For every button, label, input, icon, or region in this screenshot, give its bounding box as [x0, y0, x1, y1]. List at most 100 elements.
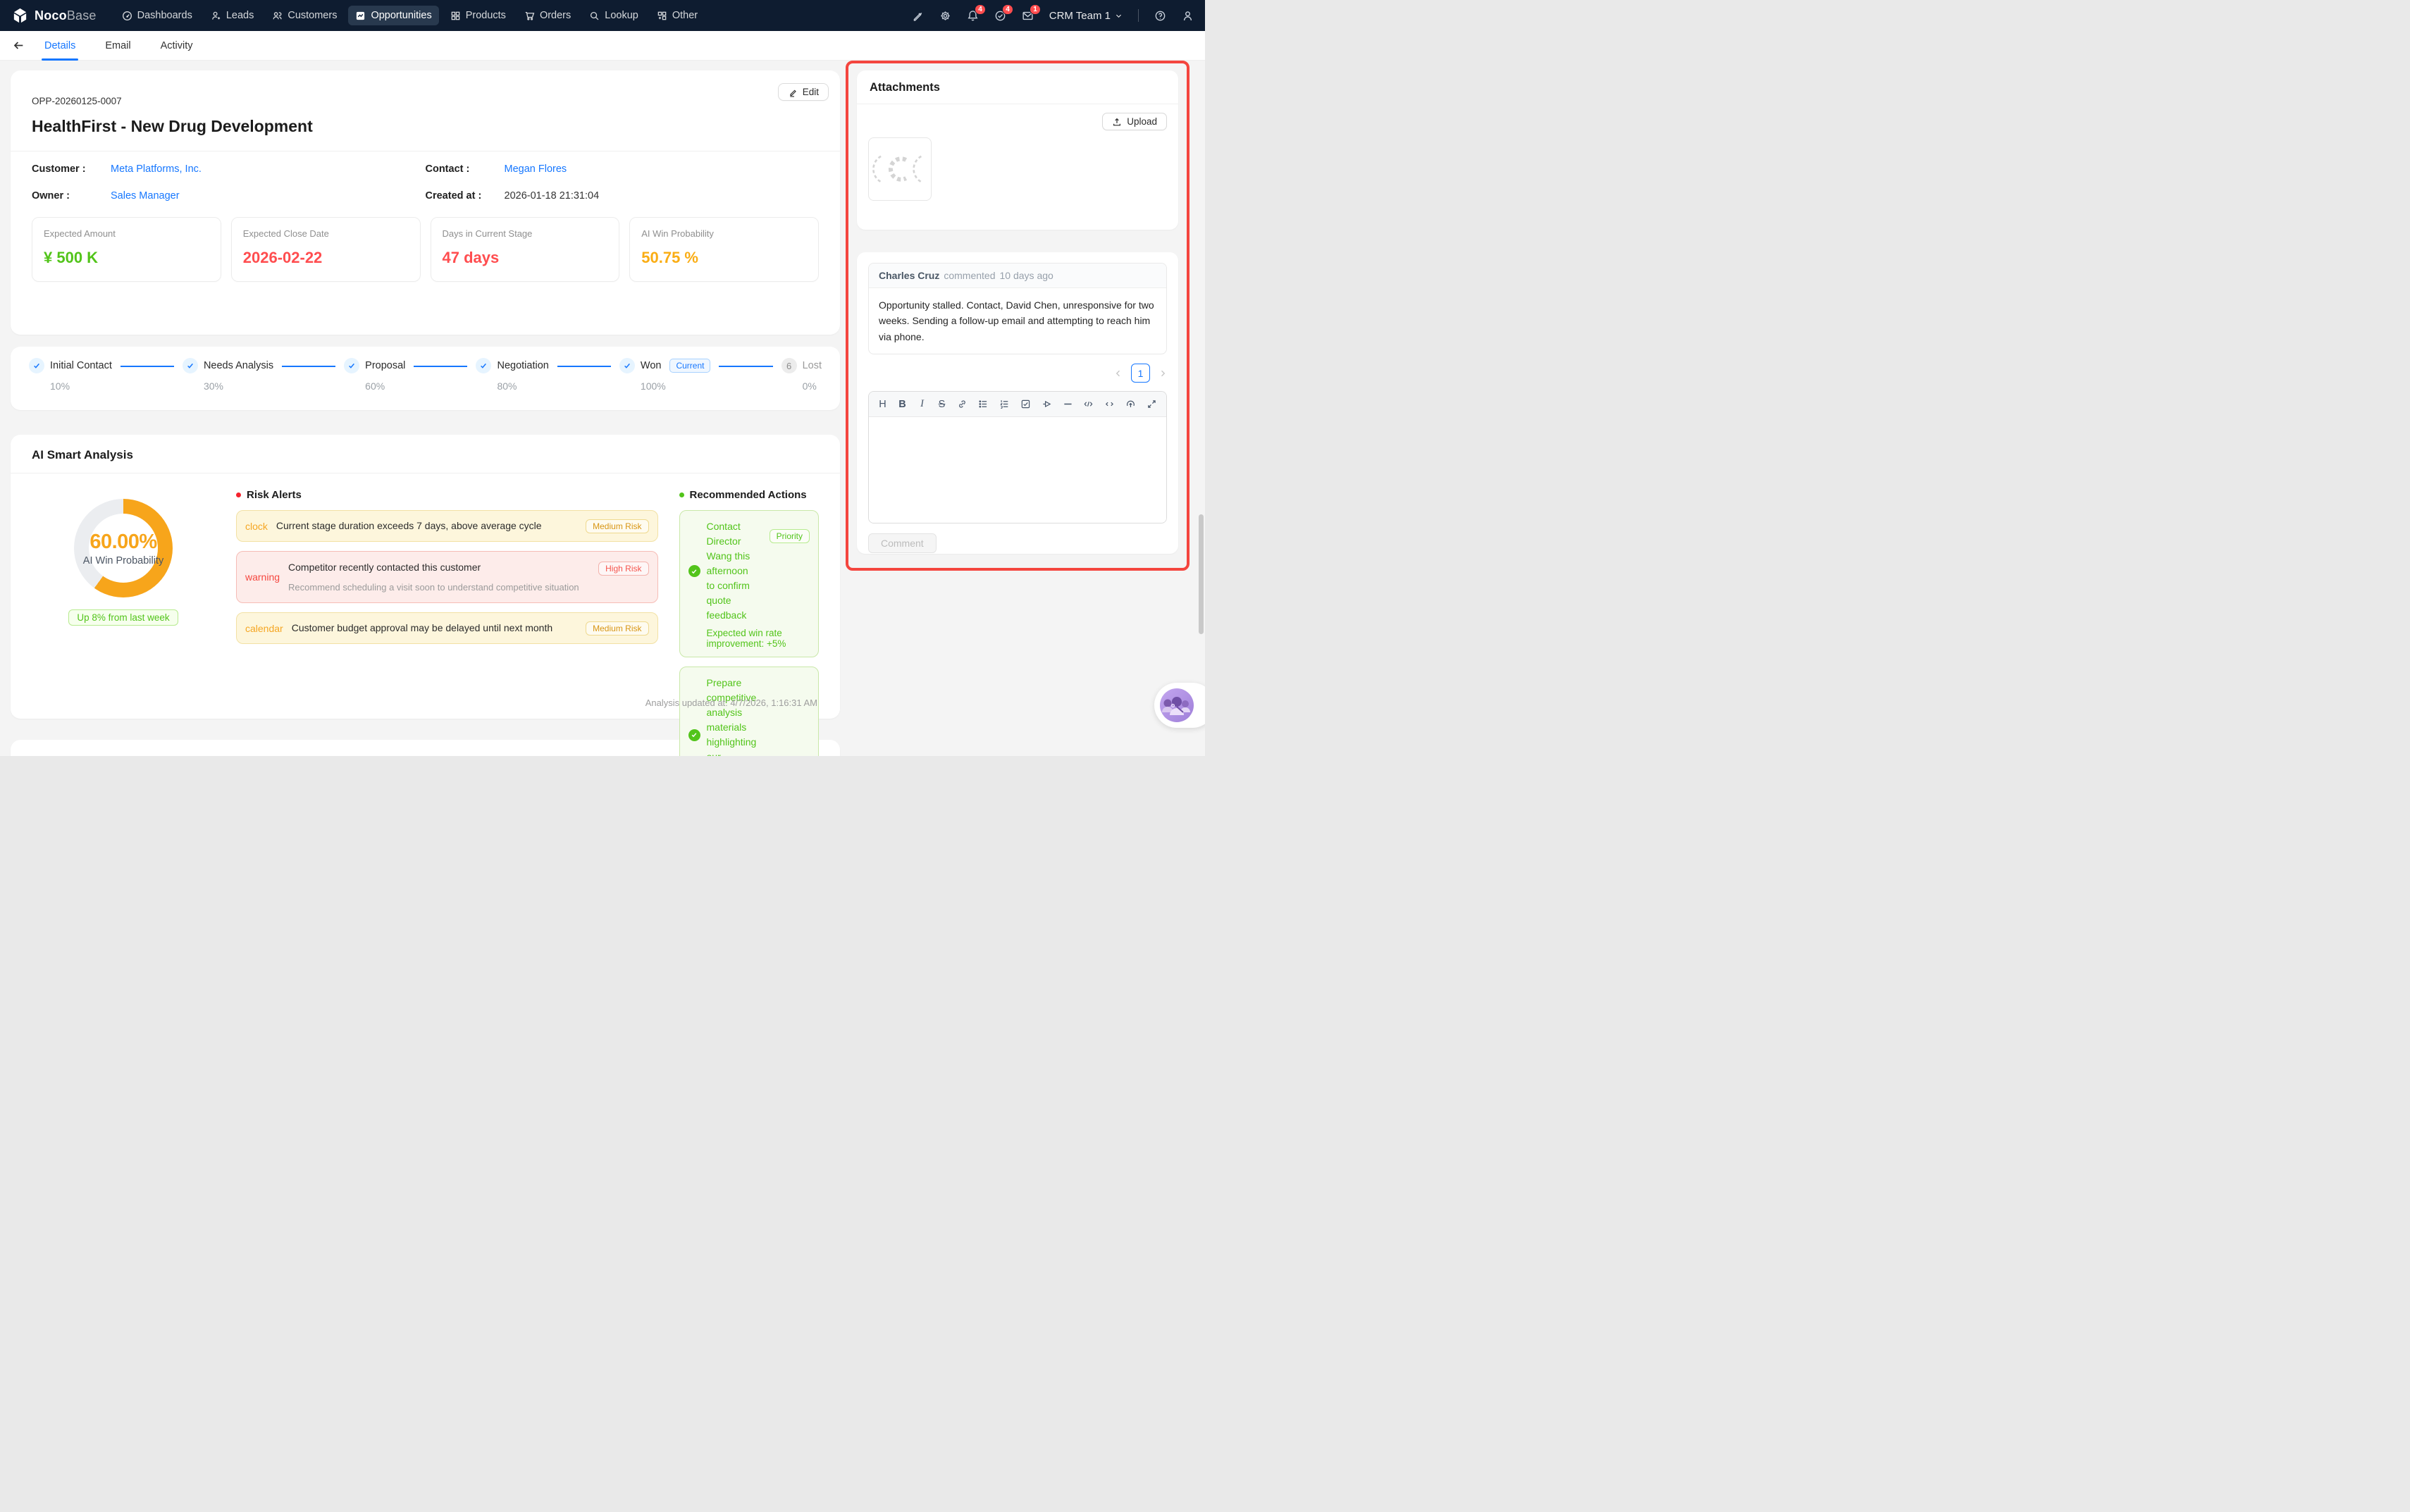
stage-label: Negotiation	[497, 360, 548, 371]
mail-badge: 1	[1030, 4, 1041, 15]
menu-item-orders[interactable]: Orders	[517, 6, 578, 25]
heading-icon[interactable]: H	[878, 399, 887, 410]
menu-item-opportunities[interactable]: Opportunities	[348, 6, 438, 25]
stat-label: Expected Amount	[44, 228, 209, 239]
attachments-heading: Attachments	[857, 70, 1178, 104]
inline-code-icon[interactable]	[1104, 399, 1115, 409]
risk-title: Customer budget approval may be delayed …	[292, 621, 580, 636]
italic-icon[interactable]: I	[917, 398, 927, 410]
tab-label: Email	[105, 40, 130, 51]
strikethrough-icon[interactable]: S	[937, 399, 946, 410]
clock-icon: clock	[245, 521, 268, 532]
menu-label: Leads	[226, 10, 254, 21]
tab-details[interactable]: Details	[42, 31, 78, 61]
comment-input[interactable]	[869, 417, 1166, 523]
nocobase-logo[interactable]: NocoBase	[11, 7, 97, 25]
upload-circle-icon[interactable]	[1125, 399, 1136, 409]
stage-stepper: Initial Contact 10% Needs Analysis 30%	[29, 358, 822, 392]
top-navbar: NocoBase Dashboards Leads Customers Oppo…	[0, 0, 1205, 31]
stage-label: Won	[641, 360, 662, 371]
assistant-widget[interactable]	[1154, 683, 1205, 728]
numbered-list-icon[interactable]	[999, 399, 1010, 409]
help-icon[interactable]	[1154, 10, 1166, 22]
bell-badge: 4	[975, 4, 986, 15]
stage-lost[interactable]: 6 Lost 0%	[781, 358, 822, 392]
attachment-preview-image	[872, 142, 927, 197]
stage-percent: 30%	[204, 380, 273, 392]
navbar-right: 4 4 1 CRM Team 1	[912, 9, 1194, 22]
stage-proposal[interactable]: Proposal 60%	[344, 358, 405, 392]
menu-label: Orders	[540, 10, 571, 21]
menu-item-dashboards[interactable]: Dashboards	[115, 6, 199, 25]
mail-icon[interactable]: 1	[1022, 10, 1034, 22]
editor-toolbar: H B I S	[869, 392, 1166, 417]
comment-submit-button[interactable]: Comment	[868, 533, 937, 553]
record-fields: Customer : Meta Platforms, Inc. Contact …	[32, 163, 819, 202]
tab-activity[interactable]: Activity	[158, 31, 196, 61]
field-contact: Contact : Megan Flores	[426, 163, 820, 175]
upload-label: Upload	[1127, 116, 1157, 127]
comment-author: Charles Cruz	[879, 270, 939, 281]
menu-label: Opportunities	[371, 10, 431, 21]
donut-value: 60.00%	[89, 531, 156, 554]
stat-expected-amount: Expected Amount ¥ 500 K	[32, 217, 221, 282]
menu-item-products[interactable]: Products	[443, 6, 513, 25]
task-list-icon[interactable]	[1020, 399, 1031, 409]
menu-item-leads[interactable]: Leads	[204, 6, 261, 25]
risk-description: Recommend scheduling a visit soon to und…	[288, 581, 648, 595]
menu-label: Dashboards	[137, 10, 192, 21]
next-page-icon[interactable]	[1158, 369, 1167, 378]
stat-value: 47 days	[443, 249, 608, 267]
menu-item-lookup[interactable]: Lookup	[582, 6, 645, 25]
code-block-icon[interactable]	[1083, 399, 1094, 409]
send-icon[interactable]	[1042, 399, 1052, 409]
recommended-actions-heading: Recommended Actions	[690, 489, 807, 501]
gear-icon[interactable]	[939, 10, 951, 22]
bold-icon[interactable]: B	[898, 399, 907, 410]
prev-page-icon[interactable]	[1114, 369, 1123, 378]
menu-label: Lookup	[605, 10, 638, 21]
scrollbar-thumb[interactable]	[1199, 514, 1204, 634]
pencil-icon	[788, 87, 798, 97]
back-arrow-icon[interactable]	[13, 39, 25, 51]
action-item: Prepare competitive analysis materials h…	[679, 667, 820, 756]
upload-button[interactable]: Upload	[1102, 113, 1167, 130]
contact-link[interactable]: Megan Flores	[505, 163, 567, 175]
menu-item-other[interactable]: Other	[650, 6, 705, 25]
page-number[interactable]: 1	[1131, 364, 1150, 383]
check-circle-icon	[688, 565, 700, 577]
team-selector[interactable]: CRM Team 1	[1049, 10, 1123, 22]
stage-won[interactable]: Won Current 100%	[619, 358, 711, 392]
link-icon[interactable]	[957, 399, 968, 409]
bullet-list-icon[interactable]	[978, 399, 989, 409]
stage-needs-analysis[interactable]: Needs Analysis 30%	[183, 358, 273, 392]
customer-link[interactable]: Meta Platforms, Inc.	[111, 163, 202, 175]
edit-button[interactable]: Edit	[778, 83, 829, 101]
chevron-down-icon	[1115, 12, 1123, 20]
comment-time: 10 days ago	[1000, 270, 1053, 281]
tasks-check-icon[interactable]: 4	[994, 10, 1006, 22]
risk-level-badge: Medium Risk	[586, 519, 648, 533]
risk-alert-item: warning Competitor recently contacted th…	[236, 551, 658, 603]
action-item: Contact Director Wang this afternoon to …	[679, 510, 820, 657]
navbar-divider	[1138, 9, 1139, 22]
stage-initial-contact[interactable]: Initial Contact 10%	[29, 358, 112, 392]
tab-email[interactable]: Email	[102, 31, 133, 61]
stage-progress-card: Initial Contact 10% Needs Analysis 30%	[11, 347, 840, 410]
stat-value: 2026-02-22	[243, 249, 409, 267]
field-label: Created at :	[426, 190, 505, 202]
expand-icon[interactable]	[1147, 399, 1157, 409]
attachment-thumbnail[interactable]	[868, 137, 932, 201]
menu-item-customers[interactable]: Customers	[265, 6, 344, 25]
menu-label: Products	[466, 10, 506, 21]
user-icon[interactable]	[1182, 10, 1194, 22]
trend-badge: Up 8% from last week	[68, 609, 178, 626]
pen-icon[interactable]	[912, 10, 924, 22]
menu-label: Customers	[288, 10, 337, 21]
field-owner: Owner : Sales Manager	[32, 190, 426, 202]
opportunity-code: OPP-20260125-0007	[32, 96, 819, 106]
owner-link[interactable]: Sales Manager	[111, 190, 180, 202]
horizontal-rule-icon[interactable]	[1063, 399, 1073, 409]
stage-negotiation[interactable]: Negotiation 80%	[476, 358, 548, 392]
bell-icon[interactable]: 4	[967, 10, 979, 22]
